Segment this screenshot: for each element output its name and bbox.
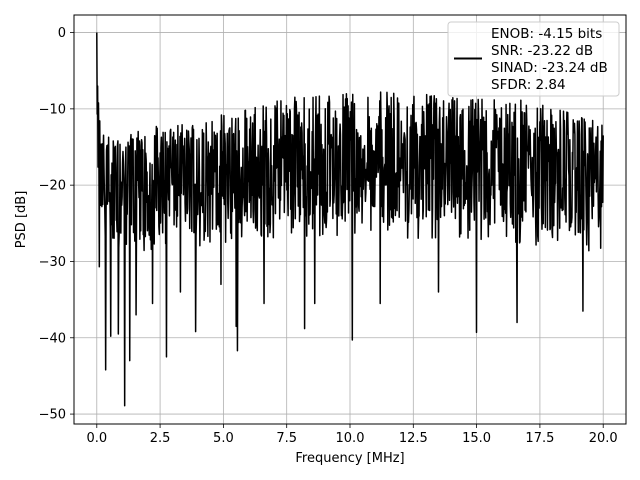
x-tick-label: 2.5 <box>150 431 171 446</box>
legend-box <box>447 21 620 97</box>
legend-entry: SNR: -23.22 dB <box>491 43 593 59</box>
legend-entry: SINAD: -23.24 dB <box>491 60 608 76</box>
y-axis-label: PSD [dB] <box>14 191 29 249</box>
x-tick-label: 10.0 <box>336 431 365 446</box>
psd-series-line <box>96 32 604 407</box>
x-tick-label: 20.0 <box>589 431 618 446</box>
y-axis: 0 −10 −20 −30 −40 −50 <box>39 26 74 423</box>
legend-entry: SFDR: 2.84 <box>491 77 566 93</box>
y-tick-label: 0 <box>58 26 66 41</box>
legend-entry: ENOB: -4.15 bits <box>491 26 602 42</box>
x-tick-label: 5.0 <box>213 431 234 446</box>
y-tick-label: −50 <box>39 408 66 423</box>
x-tick-label: 15.0 <box>462 431 491 446</box>
y-tick-label: −20 <box>39 179 66 194</box>
x-tick-label: 0.0 <box>86 431 107 446</box>
x-tick-label: 17.5 <box>525 431 554 446</box>
series-layer <box>96 32 604 407</box>
y-tick-label: −30 <box>39 255 66 270</box>
x-axis: 0.0 2.5 5.0 7.5 10.0 12.5 15.0 17.5 20.0 <box>86 424 618 446</box>
x-axis-label: Frequency [MHz] <box>295 451 404 466</box>
x-tick-label: 12.5 <box>399 431 428 446</box>
y-tick-label: −10 <box>39 102 66 117</box>
y-tick-label: −40 <box>39 331 66 346</box>
x-tick-label: 7.5 <box>276 431 297 446</box>
